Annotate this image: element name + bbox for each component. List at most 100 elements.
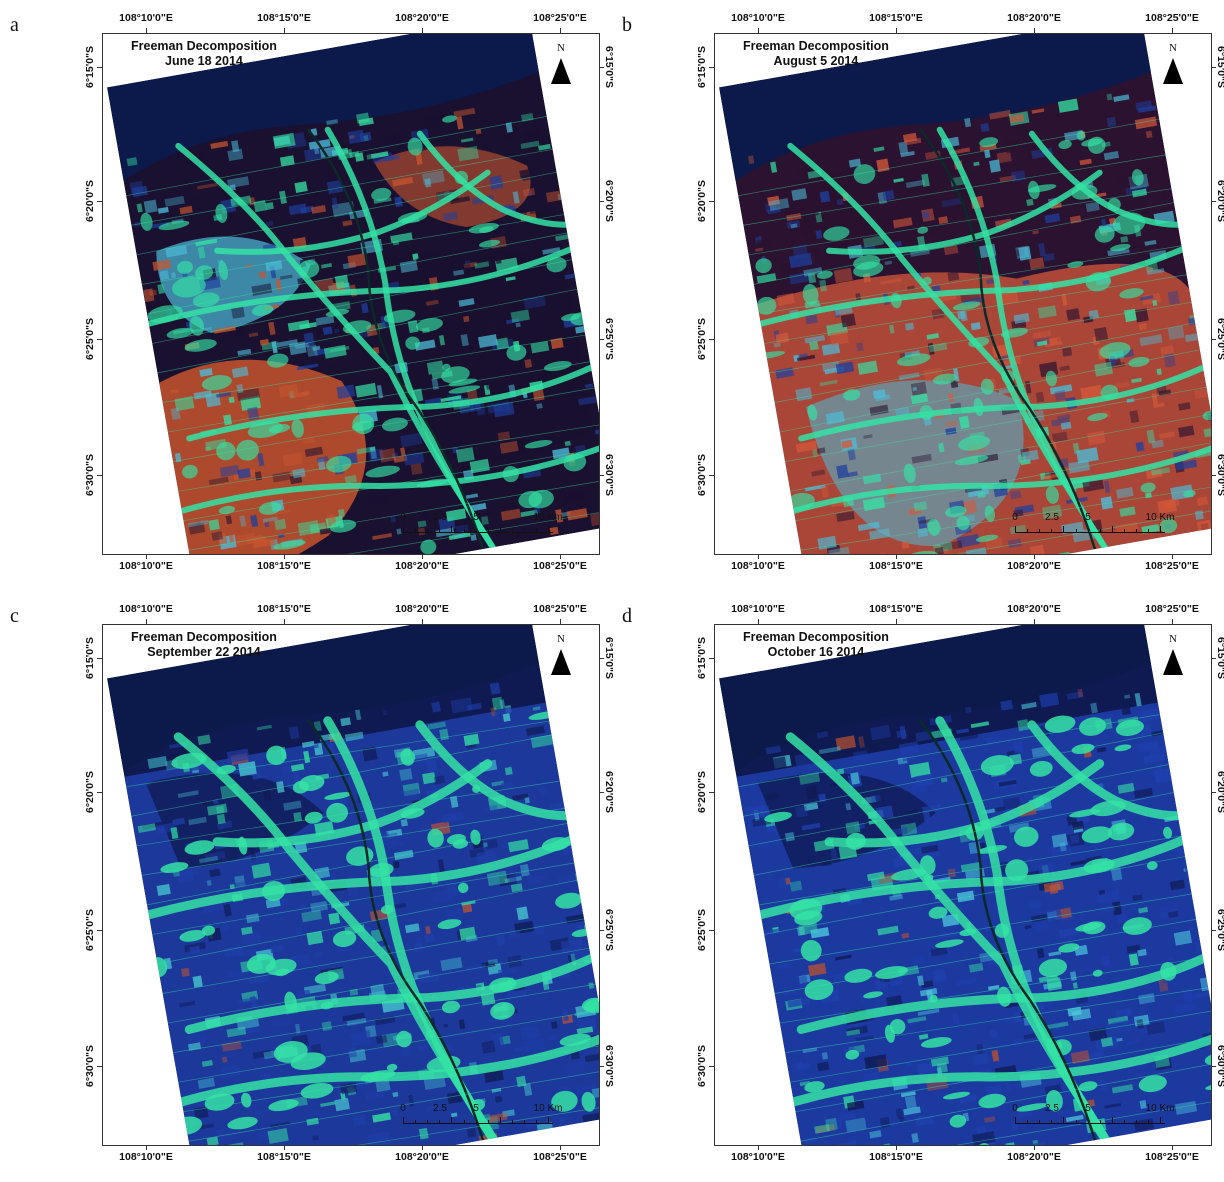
graticule-tick [97, 339, 102, 340]
pixel-patch [386, 828, 403, 838]
longitude-label-bottom: 108°15'0"E [257, 560, 311, 572]
pixel-patch [857, 360, 879, 375]
north-arrow: N [549, 633, 573, 677]
pixel-patch [1129, 410, 1140, 424]
canal-line [764, 856, 1186, 935]
settlement-patch [1005, 859, 1029, 882]
pixel-patch [196, 182, 218, 190]
pixel-patch [1060, 421, 1072, 430]
map-title: Freeman Decomposition September 22 2014 [131, 630, 277, 660]
latitude-label-left: 6°20'0"S [696, 179, 708, 223]
map-panel: a Freeman Decomposition June 18 2014 N 0 2.5 5… [0, 0, 615, 591]
pixel-patch [1036, 948, 1045, 959]
pixel-patch [331, 197, 339, 210]
pixel-patch [1051, 431, 1068, 443]
scale-tick [1111, 1117, 1113, 1124]
pixel-patch [1116, 912, 1129, 924]
graticule-tick [422, 619, 423, 624]
north-label: N [557, 633, 565, 645]
canal-line [183, 447, 599, 522]
pixel-patch [189, 945, 201, 954]
graticule-tick [599, 475, 604, 476]
sea-area [107, 34, 539, 181]
pixel-patch [845, 1117, 867, 1133]
settlement-patch [952, 301, 981, 311]
settlement-patch [241, 1092, 252, 1108]
pixel-patch [1092, 1049, 1105, 1058]
graticule-tick [1211, 201, 1216, 202]
settlement-patch [1112, 212, 1146, 235]
settlement-patch [471, 1099, 486, 1111]
pixel-patch [1036, 340, 1048, 347]
settlement-patch [266, 745, 287, 766]
pixel-patch [763, 756, 787, 771]
scale-tick [463, 1120, 465, 1124]
pixel-patch [131, 185, 148, 198]
latitude-label-left: 6°25'0"S [84, 317, 96, 361]
latitude-label-left: 6°20'0"S [696, 770, 708, 814]
pixel-patch [1124, 243, 1142, 251]
pixel-patch [433, 775, 446, 785]
pixel-patch [987, 984, 1000, 991]
panel-letter: a [10, 14, 19, 36]
pixel-patch [197, 1077, 216, 1089]
settlement-patch [563, 453, 587, 472]
pixel-patch [910, 393, 929, 405]
pixel-patch [1009, 113, 1025, 124]
scale-tick [403, 526, 404, 533]
graticule-tick [1172, 619, 1173, 624]
pixel-patch [1066, 308, 1080, 321]
latitude-label-left: 6°25'0"S [696, 908, 708, 952]
pixel-patch [1196, 496, 1209, 507]
longitude-label-bottom: 108°10'0"E [119, 560, 173, 572]
graticule-tick [1211, 658, 1216, 659]
pixel-patch [281, 765, 292, 776]
pixel-patch [576, 1026, 594, 1035]
pixel-patch [743, 804, 766, 816]
pixel-patch [216, 391, 232, 398]
pixel-patch [206, 880, 212, 886]
settlement-patch [943, 1091, 971, 1100]
pixel-patch [282, 452, 304, 467]
pixel-patch [462, 902, 473, 914]
canal-line [795, 1036, 1211, 1113]
pixel-patch [790, 223, 798, 229]
pixel-patch [526, 191, 533, 197]
panel-letter: d [622, 605, 632, 627]
pixel-patch [301, 740, 315, 748]
map-panel: d Freeman Decomposition October 16 2014 N 0 2… [612, 591, 1224, 1182]
pixel-patch [221, 1056, 228, 1063]
pixel-patch [1054, 390, 1067, 402]
settlement-patch [1081, 138, 1103, 147]
pixel-patch [432, 889, 454, 903]
pixel-patch [306, 344, 318, 357]
pixel-patch [495, 337, 510, 350]
pixel-patch [1021, 449, 1039, 462]
pixel-patch [126, 157, 138, 167]
pixel-patch [356, 112, 370, 124]
pixel-patch [312, 345, 321, 351]
pixel-patch [818, 746, 841, 755]
pixel-patch [563, 488, 586, 503]
graticule-tick [599, 658, 604, 659]
title-text: Freeman Decomposition [743, 39, 889, 53]
pixel-patch [952, 1012, 960, 1025]
pixel-patch [466, 1127, 477, 1138]
longitude-label-top: 108°25'0"E [1145, 603, 1199, 615]
pixel-patch [248, 975, 271, 985]
pixel-patch [199, 368, 213, 377]
pixel-patch [770, 161, 778, 173]
canal-line [178, 424, 599, 492]
pixel-patch [223, 903, 232, 917]
date-text: August 5 2014 [773, 54, 859, 68]
graticule-tick [1211, 475, 1216, 476]
pixel-patch [463, 315, 470, 323]
pixel-patch [1178, 402, 1191, 411]
pixel-patch [898, 141, 909, 155]
settlement-patch [1159, 518, 1178, 534]
settlement-patch [994, 923, 1009, 938]
pixel-patch [869, 1130, 882, 1139]
pixel-patch [450, 697, 473, 714]
pixel-patch [1137, 948, 1147, 957]
graticule-tick [1211, 67, 1216, 68]
